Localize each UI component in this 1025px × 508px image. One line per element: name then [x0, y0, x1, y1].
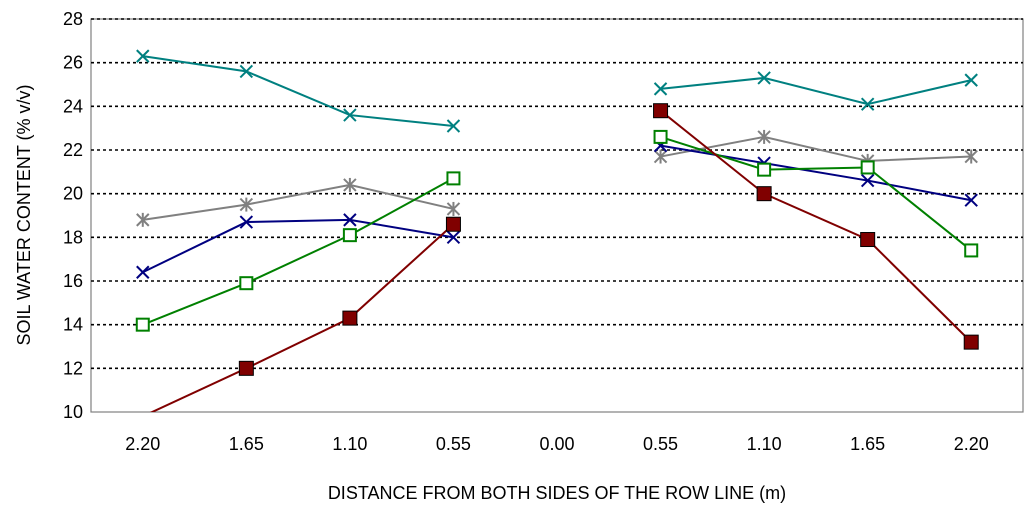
data-point-4	[964, 243, 979, 258]
data-point-4	[239, 276, 254, 291]
series-line-3	[660, 144, 972, 202]
data-point-5	[445, 216, 461, 232]
data-point-2	[136, 212, 150, 227]
y-tick-label: 12	[63, 358, 83, 378]
data-point-5	[860, 232, 876, 248]
x-tick-label: 2.20	[125, 434, 160, 454]
data-point-3	[136, 265, 150, 279]
data-point-4	[342, 228, 357, 243]
data-point-1	[653, 82, 668, 96]
y-tick-label: 16	[63, 271, 83, 291]
data-point-3	[446, 230, 461, 245]
x-tick-label: 2.20	[954, 434, 989, 454]
x-tick-label: 0.55	[436, 434, 471, 454]
series-line-2	[660, 135, 972, 162]
data-point-2	[964, 149, 978, 164]
data-point-3	[343, 213, 357, 227]
x-tick-label: 1.10	[332, 434, 367, 454]
series-group	[142, 55, 972, 412]
y-tick-label: 20	[63, 184, 83, 204]
data-point-4	[860, 160, 875, 175]
data-point-1	[239, 64, 254, 79]
data-point-1	[757, 71, 771, 85]
y-tick-label: 22	[63, 140, 83, 160]
data-point-4	[653, 129, 668, 144]
data-point-5	[963, 334, 979, 350]
x-tick-label: 0.55	[643, 434, 678, 454]
data-point-5	[342, 310, 358, 326]
series-line-5	[149, 223, 455, 412]
data-point-3	[239, 215, 254, 229]
y-tick-label: 28	[63, 9, 83, 29]
y-tick-label: 18	[63, 227, 83, 247]
data-point-3	[860, 173, 875, 188]
series-line-3	[142, 218, 454, 274]
x-tick-label: 1.10	[747, 434, 782, 454]
plot-area	[90, 18, 1024, 413]
x-tick-label: 0.00	[539, 434, 574, 454]
data-point-4	[446, 171, 461, 186]
series-line-1	[660, 76, 972, 106]
data-point-3	[964, 193, 978, 207]
y-tick-label: 14	[63, 315, 83, 335]
data-point-5	[756, 186, 772, 202]
data-point-5	[238, 360, 254, 376]
data-point-1	[136, 49, 150, 63]
y-tick-label: 26	[63, 53, 83, 73]
markers-group	[135, 49, 979, 376]
data-point-4	[135, 317, 150, 332]
y-axis-title: SOIL WATER CONTENT (% v/v)	[14, 84, 34, 345]
series-line-1	[142, 55, 454, 127]
y-axis-ticks: 10 12 14 16 18 20 22 24 26 28	[63, 9, 83, 422]
y-tick-label: 24	[63, 96, 83, 116]
data-point-2	[446, 201, 461, 216]
data-point-2	[343, 177, 357, 192]
series-line-5	[659, 109, 972, 343]
x-axis-title: DISTANCE FROM BOTH SIDES OF THE ROW LINE…	[328, 483, 786, 503]
data-point-2	[239, 197, 254, 212]
data-point-1	[860, 97, 875, 111]
data-point-5	[653, 103, 669, 119]
series-line-4	[142, 177, 454, 326]
x-tick-label: 1.65	[229, 434, 264, 454]
series-line-2	[142, 183, 454, 221]
data-point-2	[757, 129, 771, 144]
data-point-1	[964, 73, 978, 87]
y-tick-label: 10	[63, 402, 83, 422]
data-point-2	[653, 149, 668, 164]
x-axis-ticks: 2.20 1.65 1.10 0.55 0.00 0.55 1.10 1.65 2.20	[125, 434, 988, 454]
data-point-1	[343, 108, 357, 122]
data-point-1	[446, 119, 461, 133]
x-tick-label: 1.65	[850, 434, 885, 454]
data-point-4	[757, 162, 772, 177]
